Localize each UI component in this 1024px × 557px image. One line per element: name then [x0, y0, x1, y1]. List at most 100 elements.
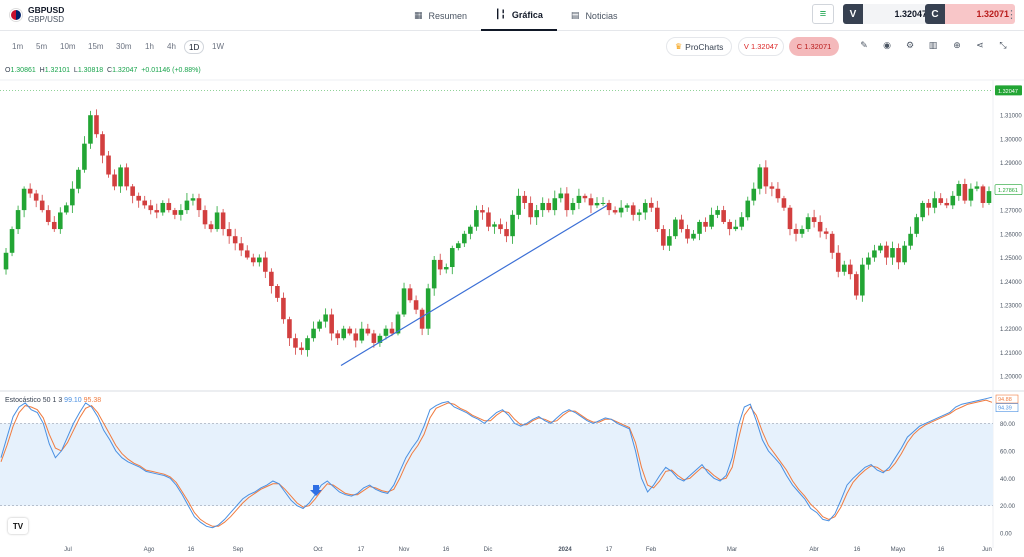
stoch-d-line	[0, 399, 993, 527]
candle-body	[196, 198, 202, 211]
indicators-icon[interactable]: ▥	[928, 40, 938, 50]
timeframe-10m[interactable]: 10m	[60, 42, 76, 51]
candle-body	[413, 300, 419, 310]
candle-body	[648, 202, 654, 208]
candle-body	[51, 221, 57, 230]
broadcast-icon[interactable]: ◉	[883, 40, 891, 50]
plus-circle-icon[interactable]: ⊕	[953, 40, 961, 50]
candle-body	[522, 195, 527, 203]
candle-body	[317, 321, 322, 329]
timeframe-1d[interactable]: 1D	[184, 40, 205, 54]
x-tick-label: Nov	[399, 547, 410, 553]
symbol-header[interactable]: GBPUSD GBP/USD	[10, 5, 64, 25]
candle-body	[775, 188, 781, 199]
ohlc-change: +0.01146 (+0.88%)	[141, 67, 201, 74]
candle-body	[661, 229, 666, 246]
x-tick-label: 17	[358, 547, 365, 553]
candle-body	[232, 236, 238, 244]
marker-price-label: 1.27861	[998, 188, 1018, 194]
candle-body	[902, 245, 907, 263]
candle-body	[896, 248, 901, 263]
stoch-tick-label: 80.00	[1000, 422, 1016, 428]
candle-body	[407, 288, 413, 301]
candle-body	[576, 195, 582, 203]
candle-body	[437, 259, 443, 270]
candle-body	[15, 210, 21, 230]
candle-body	[630, 205, 636, 215]
timeframe-1h[interactable]: 1h	[145, 42, 154, 51]
x-tick-label: 16	[854, 547, 861, 553]
candle-body	[250, 257, 256, 263]
stoch-tick-label: 0.00	[1000, 532, 1012, 538]
candle-body	[618, 207, 624, 213]
candle-body	[112, 174, 117, 187]
ohlc-close-label: C	[107, 67, 113, 74]
candles-icon: ┃╏	[495, 9, 506, 19]
candle-body	[926, 202, 931, 208]
candle-body	[606, 202, 612, 211]
candle-body	[124, 167, 129, 187]
candle-body	[498, 224, 503, 230]
timeframe-1w[interactable]: 1W	[212, 42, 224, 51]
chart-toolbar: 1m 5m 10m 15m 30m 1h 4h 1D 1W ♛ ProChart…	[0, 36, 1024, 58]
candle-body	[510, 214, 515, 237]
candle-body	[178, 210, 184, 215]
collapse-icon[interactable]: ⤡	[999, 40, 1007, 50]
watchlist-add-button[interactable]: ≡	[812, 4, 834, 24]
candle-body	[383, 328, 389, 336]
candle-body	[685, 229, 690, 239]
sell-quote[interactable]: V 1.32047	[843, 4, 933, 24]
stoch-d-badge-label: 94.88	[998, 397, 1012, 403]
gear-icon[interactable]: ⚙	[905, 40, 915, 50]
stochastic-legend[interactable]: Estocástico 50 1 3 99.10 95.38	[5, 397, 101, 404]
timeframe-30m[interactable]: 30m	[116, 42, 132, 51]
candle-body	[492, 224, 497, 227]
candle-body	[805, 217, 811, 230]
candle-body	[504, 229, 509, 237]
tab-resumen-label: Resumen	[428, 10, 468, 21]
candle-body	[944, 202, 950, 206]
tab-noticias[interactable]: ▤ Noticias	[557, 0, 632, 31]
candle-body	[94, 115, 99, 135]
candle-body	[377, 335, 383, 343]
candle-body	[3, 252, 9, 270]
x-tick-label: 2024	[558, 547, 572, 553]
candle-body	[781, 198, 787, 208]
tab-resumen[interactable]: ▦ Resumen	[400, 0, 481, 31]
ohlc-open: 1.30861	[10, 67, 36, 74]
stoch-band	[0, 423, 993, 506]
candle-body	[299, 347, 304, 351]
quick-buy-button[interactable]: C 1.32071	[789, 37, 839, 56]
timeframe-5m[interactable]: 5m	[36, 42, 48, 51]
timeframe-4h[interactable]: 4h	[167, 42, 176, 51]
tab-grafica[interactable]: ┃╏ Gráfica	[481, 0, 557, 31]
candle-body	[636, 212, 642, 215]
candle-body	[769, 186, 775, 189]
timeframe-15m[interactable]: 15m	[88, 42, 104, 51]
timeframe-1m[interactable]: 1m	[12, 42, 24, 51]
procharts-button[interactable]: ♛ ProCharts	[666, 37, 733, 56]
stoch-tick-label: 40.00	[1000, 477, 1016, 483]
symbol-code: GBPUSD	[28, 5, 65, 15]
more-options-icon[interactable]: ⋮	[1006, 9, 1017, 21]
stoch-name: Estocástico	[5, 397, 41, 404]
candle-body	[172, 210, 178, 215]
candle-body	[721, 210, 726, 222]
buy-quote[interactable]: C 1.32071	[925, 4, 1015, 24]
candle-body	[419, 309, 425, 329]
quick-sell-button[interactable]: V 1.32047	[738, 37, 784, 56]
stoch-k-line	[0, 396, 993, 529]
candle-body	[33, 193, 39, 201]
candle-body	[829, 233, 835, 253]
x-tick-label: 16	[443, 547, 450, 553]
candle-body	[932, 198, 938, 208]
x-tick-label: Oct	[313, 547, 323, 553]
ohlc-readout: O1.30861 H1.32101 L1.30818 C1.32047 +0.0…	[5, 67, 201, 74]
news-icon: ▤	[570, 10, 580, 20]
share-icon[interactable]: ⋖	[976, 40, 984, 50]
candle-body	[763, 167, 769, 187]
candle-body	[956, 184, 962, 196]
candle-body	[76, 169, 81, 189]
pencil-icon[interactable]: ✎	[860, 40, 868, 50]
